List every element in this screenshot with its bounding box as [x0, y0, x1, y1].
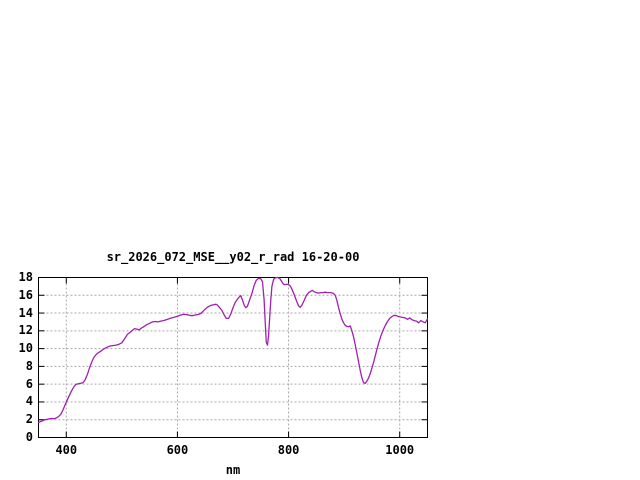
y-tick-label: 0	[25, 430, 33, 444]
y-tick-label: 10	[18, 341, 33, 356]
series-line	[37, 276, 429, 424]
y-tick-label: 4	[25, 394, 33, 409]
grid-lines	[38, 277, 428, 438]
y-tick-label: 12	[18, 323, 33, 338]
y-tick-label: 18	[18, 270, 33, 284]
x-tick-label: 800	[277, 443, 300, 457]
x-tick-label: 600	[166, 443, 189, 457]
x-tick-label: 400	[55, 443, 78, 457]
y-tick-label: 16	[18, 287, 33, 302]
plot-border	[38, 277, 428, 438]
y-tick-label: 8	[25, 358, 33, 373]
tick-marks	[38, 277, 428, 438]
y-tick-label: 2	[25, 412, 33, 427]
series-layer	[37, 276, 429, 424]
y-tick-label: 6	[25, 376, 33, 391]
x-tick-label: 1000	[385, 443, 415, 457]
y-tick-label: 14	[18, 305, 33, 320]
chart-title: sr_2026_072_MSE__y02_r_rad 16-20-00	[106, 250, 360, 264]
x-axis-label: nm	[225, 463, 241, 477]
